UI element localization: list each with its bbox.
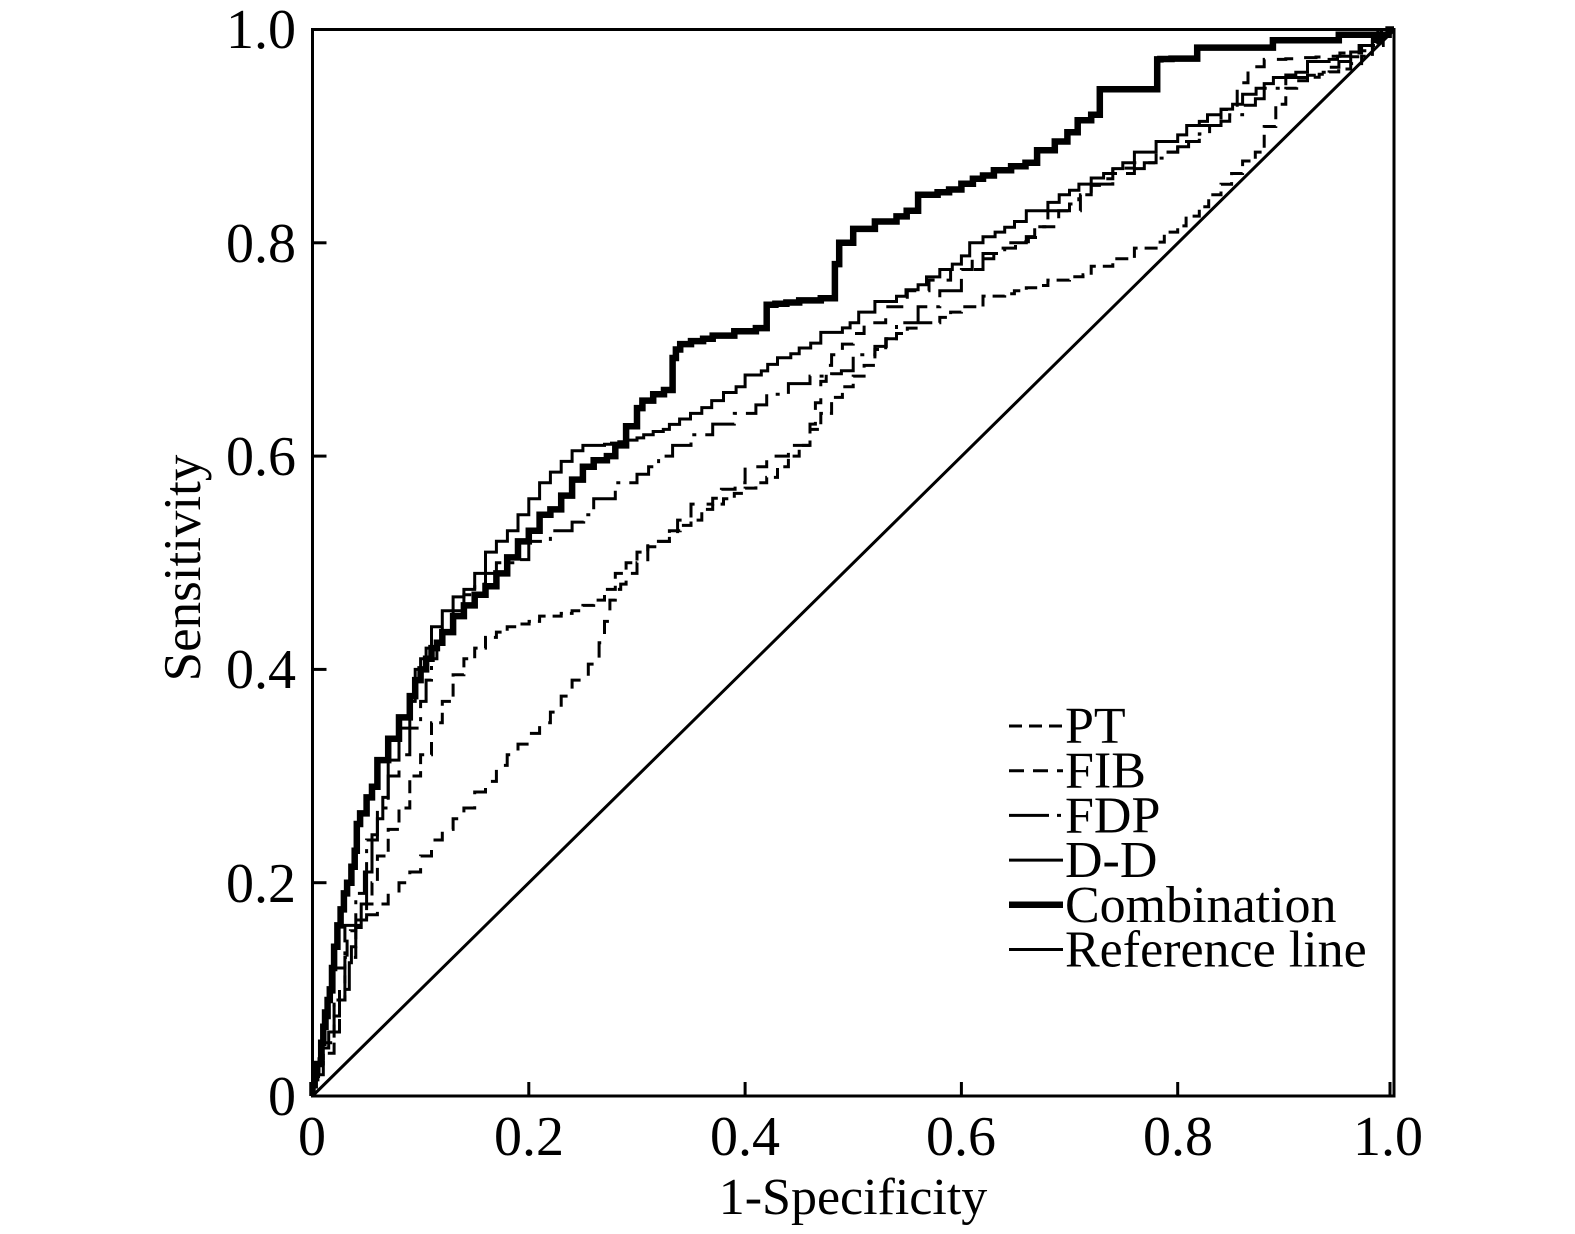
svg-text:Combination: Combination xyxy=(1065,877,1337,934)
svg-text:0.6: 0.6 xyxy=(926,1106,996,1168)
svg-text:0.8: 0.8 xyxy=(1143,1106,1213,1168)
svg-text:1.0: 1.0 xyxy=(226,0,296,61)
svg-text:0.8: 0.8 xyxy=(226,213,296,275)
svg-text:FIB: FIB xyxy=(1065,743,1146,800)
svg-text:1-Specificity: 1-Specificity xyxy=(719,1169,988,1226)
svg-text:1.0: 1.0 xyxy=(1353,1106,1423,1168)
svg-text:Sensitivity: Sensitivity xyxy=(154,454,212,681)
svg-text:D-D: D-D xyxy=(1065,832,1157,889)
svg-text:0.4: 0.4 xyxy=(226,639,296,701)
svg-text:0.2: 0.2 xyxy=(226,853,296,915)
svg-text:0.2: 0.2 xyxy=(494,1106,564,1168)
svg-text:0: 0 xyxy=(298,1106,326,1168)
svg-text:0.6: 0.6 xyxy=(226,426,296,488)
svg-text:PT: PT xyxy=(1065,698,1126,755)
svg-text:0.4: 0.4 xyxy=(710,1106,780,1168)
svg-text:Reference line: Reference line xyxy=(1065,922,1367,979)
svg-text:0: 0 xyxy=(268,1066,296,1128)
svg-text:FDP: FDP xyxy=(1065,787,1160,844)
